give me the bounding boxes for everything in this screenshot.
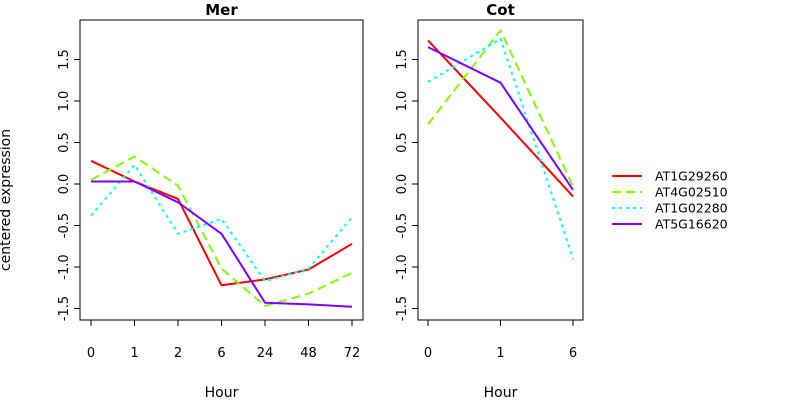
y-axis-title: centered expression <box>0 129 14 271</box>
series-line-at1g29260 <box>427 39 574 198</box>
y-tick-label: -1.5 <box>57 296 72 321</box>
series-line-at5g16620 <box>91 180 353 308</box>
legend-label: AT4G02510 <box>655 185 728 200</box>
plot-frame <box>417 19 584 321</box>
y-tick-label: 0.0 <box>57 174 72 195</box>
x-tick-label: 48 <box>300 346 317 361</box>
panel-mer: Mer -1.5 -1.0 -0.5 0.0 0.5 1.0 1.5 0 1 2 6 24 48 72 Hou… <box>0 1 364 400</box>
panel-title: Cot <box>486 1 514 19</box>
y-tick-label: -1.0 <box>57 254 72 279</box>
x-tick-label: 0 <box>87 346 95 361</box>
x-tick-label: 24 <box>257 346 274 361</box>
y-tick-label: 1.0 <box>395 91 410 112</box>
panel-cot: Cot -1.5 -1.0 -0.5 0.0 0.5 1.0 1.5 0 1 6 Hour <box>395 1 584 400</box>
y-tick-label: 0.5 <box>395 132 410 153</box>
x-tick-label: 1 <box>496 346 504 361</box>
x-tick-label: 6 <box>569 346 577 361</box>
legend-label: AT5G16620 <box>655 217 728 232</box>
y-tick-label: -0.5 <box>395 213 410 238</box>
y-tick-label: -1.0 <box>395 254 410 279</box>
x-tick-label: 6 <box>217 346 225 361</box>
y-tick-label: 0.0 <box>395 174 410 195</box>
x-tick-label: 2 <box>174 346 182 361</box>
x-axis-title: Hour <box>205 385 239 400</box>
series-line-at5g16620 <box>427 46 574 191</box>
y-tick-label: 0.5 <box>57 132 72 153</box>
y-tick-label: 1.5 <box>57 49 72 70</box>
y-tick-label: 1.0 <box>57 91 72 112</box>
legend-label: AT1G29260 <box>655 169 728 184</box>
x-axis-title: Hour <box>484 385 518 400</box>
legend-label: AT1G02280 <box>655 201 728 216</box>
y-tick-label: 1.5 <box>395 49 410 70</box>
series-line-at4g02510 <box>90 155 353 307</box>
x-tick-label: 0 <box>424 346 432 361</box>
y-tick-label: -1.5 <box>395 296 410 321</box>
series-line-at1g02280 <box>90 163 353 283</box>
y-tick-label: -0.5 <box>57 213 72 238</box>
series-line-at1g29260 <box>90 159 353 287</box>
x-tick-label: 72 <box>344 346 361 361</box>
x-tick-label: 1 <box>130 346 138 361</box>
series-line-at1g02280 <box>427 37 574 260</box>
series-line-at4g02510 <box>427 29 574 187</box>
plot-frame <box>79 19 364 321</box>
panel-title: Mer <box>205 1 238 19</box>
